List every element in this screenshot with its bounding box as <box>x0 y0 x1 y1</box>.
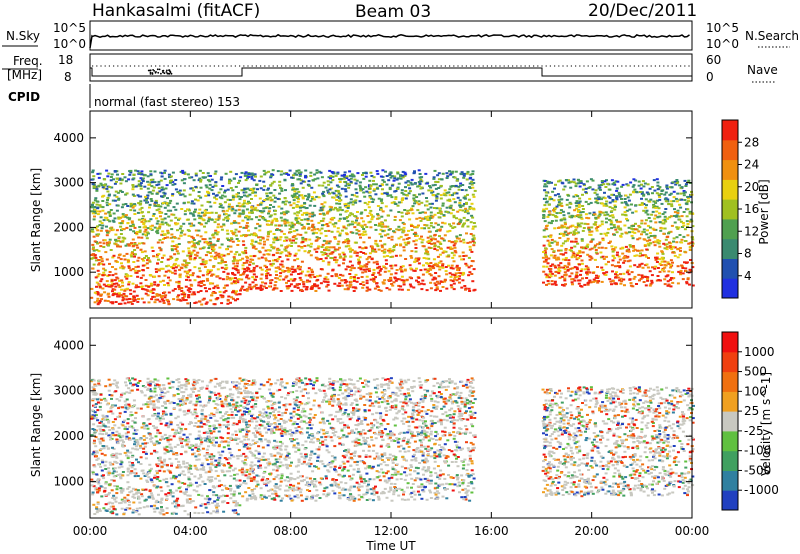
power-y-label: Slant Range [km] <box>29 168 43 272</box>
colorbar-tick-label: 20 <box>744 180 759 194</box>
velocity-colorbar-label: Velocity [m s^-1] <box>759 372 773 476</box>
y-tick-label: 2000 <box>53 220 84 234</box>
colorbar-tick-label: 12 <box>744 224 759 238</box>
colorbar-tick-label: -1000 <box>744 483 779 497</box>
nsky-tick-top: 10^5 <box>53 21 86 35</box>
colorbar-swatch <box>722 470 738 491</box>
colorbar-tick-label: 500 <box>744 365 767 379</box>
freq-label-1: Freq. <box>13 54 43 68</box>
x-tick-label: 20:00 <box>574 524 609 538</box>
freq-tick-top: 18 <box>58 53 73 67</box>
y-tick-label: 3000 <box>53 384 84 398</box>
colorbar-tick-label: 1000 <box>744 345 775 359</box>
colorbar-swatch <box>722 450 738 471</box>
colorbar-swatch <box>722 371 738 392</box>
time-x-axis: 00:00 04:00 08:00 12:00 16:00 20:00 00:00 <box>73 111 710 538</box>
velocity-data-field <box>90 377 695 516</box>
freq-trace <box>90 67 692 77</box>
date-title: 20/Dec/2011 <box>588 1 697 21</box>
station-title: Hankasalmi (fitACF) <box>92 1 260 21</box>
colorbar-swatch <box>722 351 738 373</box>
nsky-strip-frame <box>89 20 693 51</box>
colorbar-swatch <box>722 179 738 200</box>
x-tick-label: 08:00 <box>273 524 308 538</box>
nsky-label: N.Sky <box>6 29 40 43</box>
x-tick-label: 00:00 <box>675 524 710 538</box>
colorbar-tick-label: 4 <box>744 269 752 283</box>
colorbar-swatch <box>722 218 738 240</box>
cpid-label: CPID <box>8 90 40 104</box>
power-colorbar: 28 24 20 16 12 8 4 <box>721 119 759 299</box>
y-tick-label: 4000 <box>53 131 84 145</box>
nsky-tick-bottom: 10^0 <box>53 37 86 51</box>
nave-blob <box>147 68 173 75</box>
velocity-colorbar: 1000 500 100 25 -25 -100 -500 -1000 <box>721 331 779 511</box>
colorbar-tick-label: -25 <box>744 424 764 438</box>
freq-tick-bottom: 8 <box>64 70 72 84</box>
colorbar-tick-label: 28 <box>744 135 759 149</box>
colorbar-tick-label: 16 <box>744 202 759 216</box>
nsky-trace <box>89 33 690 49</box>
power-y-axis: 1000 2000 3000 4000 <box>53 131 692 279</box>
power-colorbar-label: Power [dB] <box>757 179 771 244</box>
velocity-y-label: Slant Range [km] <box>29 373 43 477</box>
nave-label: Nave <box>747 63 778 77</box>
colorbar-tick-label: 25 <box>744 404 759 418</box>
y-tick-label: 2000 <box>53 429 84 443</box>
cpid-text: normal (fast stereo) 153 <box>94 95 240 109</box>
colorbar-swatch <box>722 199 738 220</box>
x-tick-label: 04:00 <box>173 524 208 538</box>
colorbar-swatch <box>722 238 738 259</box>
colorbar-tick-label: -500 <box>744 463 771 477</box>
y-tick-label: 4000 <box>53 338 84 352</box>
colorbar-swatch <box>722 258 738 279</box>
nave-tick-top: 60 <box>706 53 721 67</box>
freq-label-2: [MHz] <box>7 68 42 82</box>
colorbar-swatch <box>722 490 738 511</box>
colorbar-tick-label: 24 <box>744 158 759 172</box>
nsearch-label: N.Search <box>745 29 799 43</box>
colorbar-swatch <box>722 139 738 161</box>
y-tick-label: 1000 <box>53 475 84 489</box>
time-x-label: Time UT <box>365 539 416 553</box>
colorbar-tick-label: 100 <box>744 384 767 398</box>
y-tick-label: 1000 <box>53 265 84 279</box>
colorbar-swatch <box>722 120 738 141</box>
colorbar-tick-label: 8 <box>744 247 752 261</box>
x-tick-label: 00:00 <box>73 524 108 538</box>
colorbar-swatch <box>722 391 738 412</box>
x-tick-label: 12:00 <box>374 524 409 538</box>
colorbar-swatch <box>722 159 738 180</box>
nave-tick-bottom: 0 <box>706 70 714 84</box>
nsearch-tick-bottom: 10^0 <box>706 37 739 51</box>
nsearch-tick-top: 10^5 <box>706 21 739 35</box>
y-tick-label: 3000 <box>53 176 84 190</box>
colorbar-swatch <box>722 430 738 452</box>
beam-title: Beam 03 <box>355 2 431 22</box>
velocity-y-axis: 1000 2000 3000 4000 <box>53 338 692 489</box>
colorbar-swatch <box>722 332 738 353</box>
x-tick-label: 16:00 <box>474 524 509 538</box>
colorbar-swatch <box>722 411 738 432</box>
colorbar-swatch <box>722 278 738 299</box>
power-data-field <box>90 169 695 306</box>
colorbar-tick-label: -100 <box>744 444 771 458</box>
